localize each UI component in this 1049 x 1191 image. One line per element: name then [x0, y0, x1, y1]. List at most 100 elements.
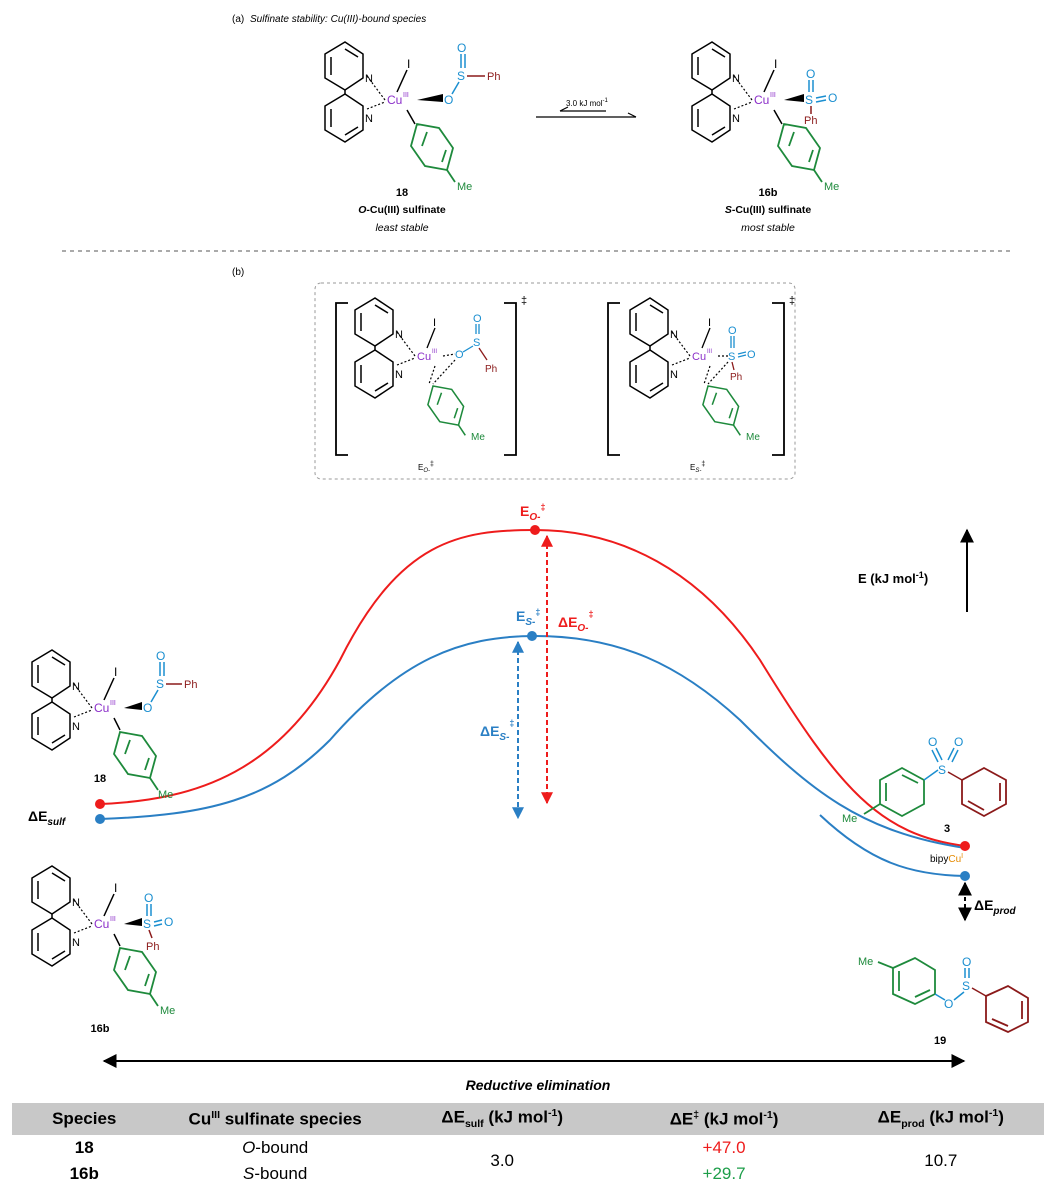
- svg-text:ES-‡: ES-‡: [690, 461, 705, 474]
- energy-axis-label: E (kJ mol-1): [858, 570, 928, 586]
- delta-prod-label: ΔEprod: [974, 897, 1017, 917]
- svg-text:Me: Me: [842, 813, 857, 825]
- part-a-label: (a): [232, 14, 244, 25]
- product-19-structure: Me O S O: [858, 955, 1029, 1033]
- svg-text:‡: ‡: [789, 295, 795, 307]
- bipy-cu-label: bipyCuI: [930, 853, 963, 865]
- s-path-curve: [99, 634, 966, 849]
- svg-text:Cu: Cu: [692, 351, 706, 363]
- svg-text:I: I: [407, 57, 410, 71]
- peak-o-label: EO-‡: [520, 502, 545, 523]
- svg-text:N: N: [732, 113, 740, 125]
- svg-text:Ph: Ph: [487, 71, 500, 83]
- label-16b-top: 16b: [759, 187, 778, 199]
- start-label-16b: 16b: [91, 1023, 110, 1035]
- svg-text:N: N: [670, 329, 678, 341]
- header-delta-prod: ΔEprod (kJ mol-1): [837, 1103, 1044, 1135]
- svg-text:O: O: [962, 955, 971, 969]
- svg-text:O: O: [828, 91, 837, 105]
- svg-text:Cu: Cu: [387, 93, 402, 107]
- energy-table: Species CuIII sulfinate species ΔEsulf (…: [12, 1103, 1044, 1187]
- svg-text:Cu: Cu: [417, 351, 431, 363]
- table-header-row: Species CuIII sulfinate species ΔEsulf (…: [12, 1103, 1044, 1135]
- svg-text:S: S: [805, 93, 813, 107]
- svg-text:I: I: [774, 57, 777, 71]
- svg-text:Ph: Ph: [146, 941, 159, 953]
- o-path-curve: [99, 528, 966, 847]
- svg-text:O: O: [747, 349, 756, 361]
- cell-delta-ts: +29.7: [702, 1164, 746, 1183]
- delta-o-label: ΔEO-‡: [558, 609, 594, 634]
- svg-text:O: O: [473, 313, 482, 325]
- delta-s-label: ΔES-‡: [480, 718, 514, 743]
- svg-text:Me: Me: [158, 789, 173, 801]
- svg-text:O: O: [728, 325, 737, 337]
- product-3-structure: Me S O O: [842, 735, 1007, 825]
- svg-text:Cu: Cu: [754, 93, 769, 107]
- svg-text:I: I: [708, 317, 711, 329]
- header-delta-ts: ΔE‡ (kJ mol-1): [610, 1103, 838, 1135]
- s-end-point: [960, 871, 970, 881]
- reaction-figure: (a) Sulfinate stability: Cu(III)-bound s…: [28, 14, 1029, 1093]
- svg-text:O: O: [928, 735, 937, 749]
- svg-text:Ph: Ph: [184, 679, 197, 691]
- header-species: Species: [12, 1103, 157, 1135]
- start-structure-18: N N Cu III I O S O Ph Me: [31, 649, 197, 801]
- label-16b-name: S-Cu(III) sulfinate: [725, 204, 812, 216]
- header-delta-sulf: ΔEsulf (kJ mol-1): [393, 1103, 611, 1135]
- svg-text:N: N: [72, 681, 80, 693]
- svg-text:Cu: Cu: [94, 701, 109, 715]
- start-label-18: 18: [94, 773, 106, 785]
- svg-text:N: N: [395, 329, 403, 341]
- svg-text:N: N: [72, 897, 80, 909]
- cell-delta-prod: 10.7: [924, 1151, 958, 1170]
- svg-text:S: S: [473, 337, 480, 349]
- svg-text:N: N: [670, 369, 678, 381]
- peak-s-label: ES-‡: [516, 607, 540, 628]
- svg-text:S: S: [938, 763, 946, 777]
- complex-18-structure: N N Cu III I O S O Ph Me: [324, 41, 500, 193]
- svg-text:S: S: [962, 979, 970, 993]
- svg-text:Ph: Ph: [804, 115, 817, 127]
- svg-text:Me: Me: [858, 956, 873, 968]
- complex-16b-structure: N N Cu III I S O O Ph Me: [691, 41, 839, 193]
- ts-s-structure: ‡ N N Cu III I S O O Ph Me ES-‡: [607, 295, 795, 474]
- equilibrium-arrows: [536, 106, 637, 118]
- s-ts-point: [527, 631, 537, 641]
- svg-text:III: III: [770, 92, 776, 99]
- svg-text:III: III: [432, 349, 437, 355]
- cell-bound: O-bound: [242, 1138, 309, 1157]
- svg-text:I: I: [114, 881, 117, 895]
- svg-text:N: N: [732, 73, 740, 85]
- svg-text:Ph: Ph: [485, 364, 497, 375]
- reaction-coordinate-label: Reductive elimination: [466, 1077, 611, 1093]
- svg-text:O: O: [455, 349, 464, 361]
- label-18-name: O-Cu(III) sulfinate: [358, 204, 446, 216]
- header-cu-species: CuIII sulfinate species: [156, 1103, 394, 1135]
- table-row: 16b S-bound +29.7: [12, 1161, 1044, 1187]
- svg-text:III: III: [110, 916, 116, 923]
- part-a-title: Sulfinate stability: Cu(III)-bound speci…: [250, 14, 426, 25]
- cell-delta-ts: +47.0: [702, 1138, 746, 1157]
- svg-text:EO-‡: EO-‡: [418, 461, 434, 474]
- svg-text:O: O: [156, 649, 165, 663]
- svg-text:Me: Me: [746, 432, 760, 443]
- svg-text:O: O: [143, 701, 152, 715]
- equilibrium-energy: 3.0 kJ mol-1: [566, 98, 608, 108]
- o-end-point: [960, 841, 970, 851]
- svg-text:III: III: [707, 349, 712, 355]
- ts-o-structure: ‡ N N Cu III I O S O Ph Me EO-‡: [335, 295, 527, 474]
- product-label-19: 19: [934, 1035, 946, 1047]
- product-label-3: 3: [944, 823, 950, 835]
- svg-text:N: N: [72, 937, 80, 949]
- svg-text:I: I: [114, 665, 117, 679]
- svg-text:N: N: [365, 73, 373, 85]
- part-b-label: (b): [232, 267, 244, 278]
- svg-text:‡: ‡: [521, 295, 527, 307]
- svg-text:S: S: [156, 677, 164, 691]
- label-18-top: 18: [396, 187, 408, 199]
- svg-text:S: S: [143, 917, 151, 931]
- svg-text:N: N: [72, 721, 80, 733]
- svg-text:Me: Me: [471, 432, 485, 443]
- ts-box: [314, 282, 796, 480]
